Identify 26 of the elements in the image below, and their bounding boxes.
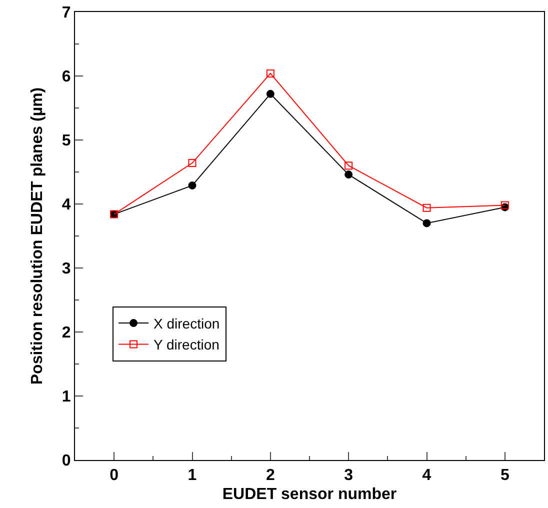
x-tick-label: 1 (188, 467, 197, 484)
y-tick-label: 3 (62, 260, 71, 278)
y-tick-label: 0 (62, 452, 71, 470)
y-tick-label: 5 (62, 132, 71, 150)
legend-label: Y direction (154, 336, 220, 353)
x-tick-label: 0 (110, 467, 119, 484)
y-tick-label: 6 (62, 68, 71, 86)
x-tick-label: 4 (422, 467, 432, 484)
point (188, 159, 196, 168)
point (344, 162, 353, 170)
point (422, 219, 431, 228)
point (188, 181, 196, 190)
point (266, 69, 274, 78)
y-tick-label: 1 (62, 388, 71, 406)
x-axis-title: EUDET sensor number (222, 486, 397, 503)
x-tick-label: 2 (266, 467, 275, 484)
y-tick-label: 7 (62, 4, 71, 22)
legend-label: X direction (154, 316, 220, 332)
point (266, 90, 274, 98)
y-axis-title: Position resolution EUDET planes (µm) (28, 87, 46, 385)
x-tick-label: 5 (500, 467, 510, 484)
y-tick-label: 2 (62, 324, 71, 342)
point (422, 204, 431, 212)
y-tick-label: 4 (62, 196, 71, 214)
point (344, 170, 353, 179)
x-tick-label: 3 (344, 467, 354, 484)
